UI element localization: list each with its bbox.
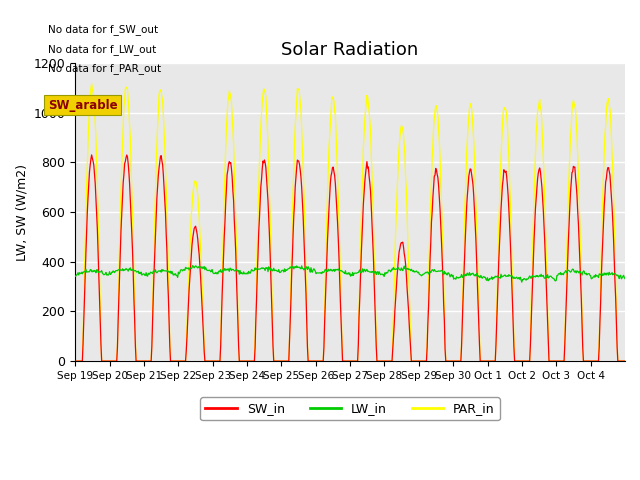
Title: Solar Radiation: Solar Radiation [282,41,419,59]
Text: SW_arable: SW_arable [47,99,117,112]
Text: No data for f_LW_out: No data for f_LW_out [47,44,156,55]
Legend: SW_in, LW_in, PAR_in: SW_in, LW_in, PAR_in [200,397,500,420]
Y-axis label: LW, SW (W/m2): LW, SW (W/m2) [15,164,28,261]
Text: No data for f_SW_out: No data for f_SW_out [47,24,158,35]
Text: No data for f_PAR_out: No data for f_PAR_out [47,63,161,74]
